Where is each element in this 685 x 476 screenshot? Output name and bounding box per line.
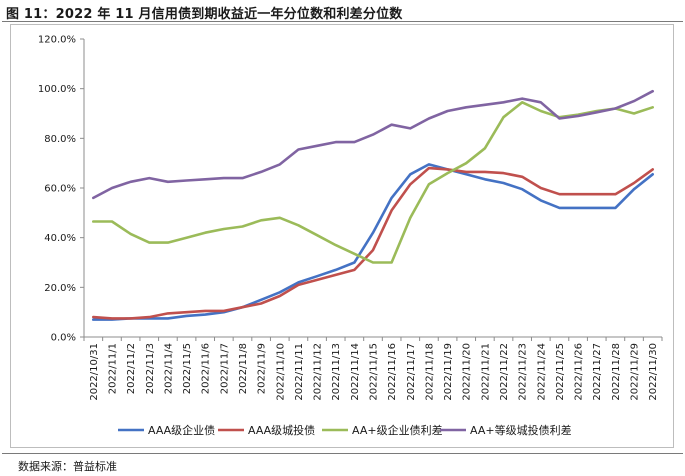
x-axis-tick-label: 2022/11/7: [219, 343, 230, 394]
title-divider: [2, 21, 683, 22]
x-axis-tick-label: 2022/11/24: [536, 343, 547, 401]
x-axis-tick-label: 2022/11/28: [611, 343, 622, 401]
chart-title: 图 11：2022 年 11 月信用债到期收益近一年分位数和利差分位数: [6, 7, 403, 22]
legend-label-3: AA+级企业债利差: [352, 423, 443, 437]
y-axis-tick-label: 120.0%: [38, 35, 76, 46]
y-axis-tick-labels: 0.0% 20.0% 40.0% 60.0% 80.0% 100.0% 120.0%: [38, 35, 76, 344]
y-axis-tick-label: 20.0%: [44, 283, 76, 294]
x-axis-tick-label: 2022/10/31: [89, 343, 100, 401]
legend-label-4: AA+等级城投债利差: [470, 423, 572, 437]
x-axis-tick-label: 2022/11/29: [630, 343, 641, 401]
x-axis-tick-label: 2022/11/13: [331, 343, 342, 401]
x-axis-tick-label: 2022/11/2: [126, 343, 137, 394]
y-axis-tick-label: 60.0%: [44, 184, 76, 195]
x-axis-tick-label: 2022/11/19: [443, 343, 454, 401]
x-axis-tick-label: 2022/11/5: [182, 343, 193, 394]
chart-frame: [10, 24, 674, 448]
y-axis-tick-label: 80.0%: [44, 134, 76, 145]
x-axis-tick-label: 2022/11/3: [145, 343, 156, 394]
footer-divider: [2, 453, 683, 454]
series-line-1: [92, 163, 655, 321]
x-axis-tick-label: 2022/11/4: [163, 343, 174, 394]
legend-label-1: AAA级企业债: [148, 423, 215, 437]
x-axis-tick-label: 2022/11/20: [462, 343, 473, 401]
series-lines: [92, 89, 655, 321]
legend-label-2: AAA级城投债: [248, 423, 315, 437]
y-axis-tick-label: 0.0%: [51, 333, 76, 344]
x-axis-tick-label: 2022/11/23: [518, 343, 529, 401]
x-axis-tick-label: 2022/11/15: [369, 343, 380, 401]
x-axis-tick-label: 2022/11/25: [555, 343, 566, 401]
x-axis-tick-label: 2022/11/6: [201, 343, 212, 394]
x-axis-tick-label: 2022/11/14: [350, 343, 361, 401]
x-axis-tick-label: 2022/11/22: [499, 343, 510, 401]
data-source-note: 数据来源：普益标准: [18, 460, 117, 473]
x-axis-tick-label: 2022/11/17: [406, 343, 417, 401]
x-axis-tick-label: 2022/11/16: [387, 343, 398, 401]
x-axis-tick-label: 2022/11/9: [257, 343, 268, 394]
y-axis-tick-label: 100.0%: [38, 84, 76, 95]
y-axis-tick-label: 40.0%: [44, 233, 76, 244]
series-line-4: [92, 89, 655, 200]
x-axis-tick-label: 2022/11/18: [424, 343, 435, 401]
x-axis-tick-label: 2022/11/27: [592, 343, 603, 401]
x-axis-tick-labels: 2022/10/31 2022/11/1 2022/11/2 2022/11/3 202…: [89, 343, 659, 401]
chart-legend: AAA级企业债 AAA级城投债 AA+级企业债利差 AA+等级城投债利差: [118, 423, 572, 437]
x-axis-tick-label: 2022/11/26: [574, 343, 585, 401]
x-axis-tick-label: 2022/11/1: [107, 343, 118, 394]
chart-axes: [80, 38, 663, 341]
x-axis-tick-label: 2022/11/21: [480, 343, 491, 401]
x-axis-tick-label: 2022/11/11: [294, 343, 305, 401]
x-axis-tick-label: 2022/11/30: [648, 343, 659, 401]
series-line-2: [92, 166, 655, 320]
x-axis-tick-label: 2022/11/10: [275, 343, 286, 401]
x-axis-tick-label: 2022/11/8: [238, 343, 249, 394]
x-axis-tick-label: 2022/11/12: [313, 343, 324, 401]
